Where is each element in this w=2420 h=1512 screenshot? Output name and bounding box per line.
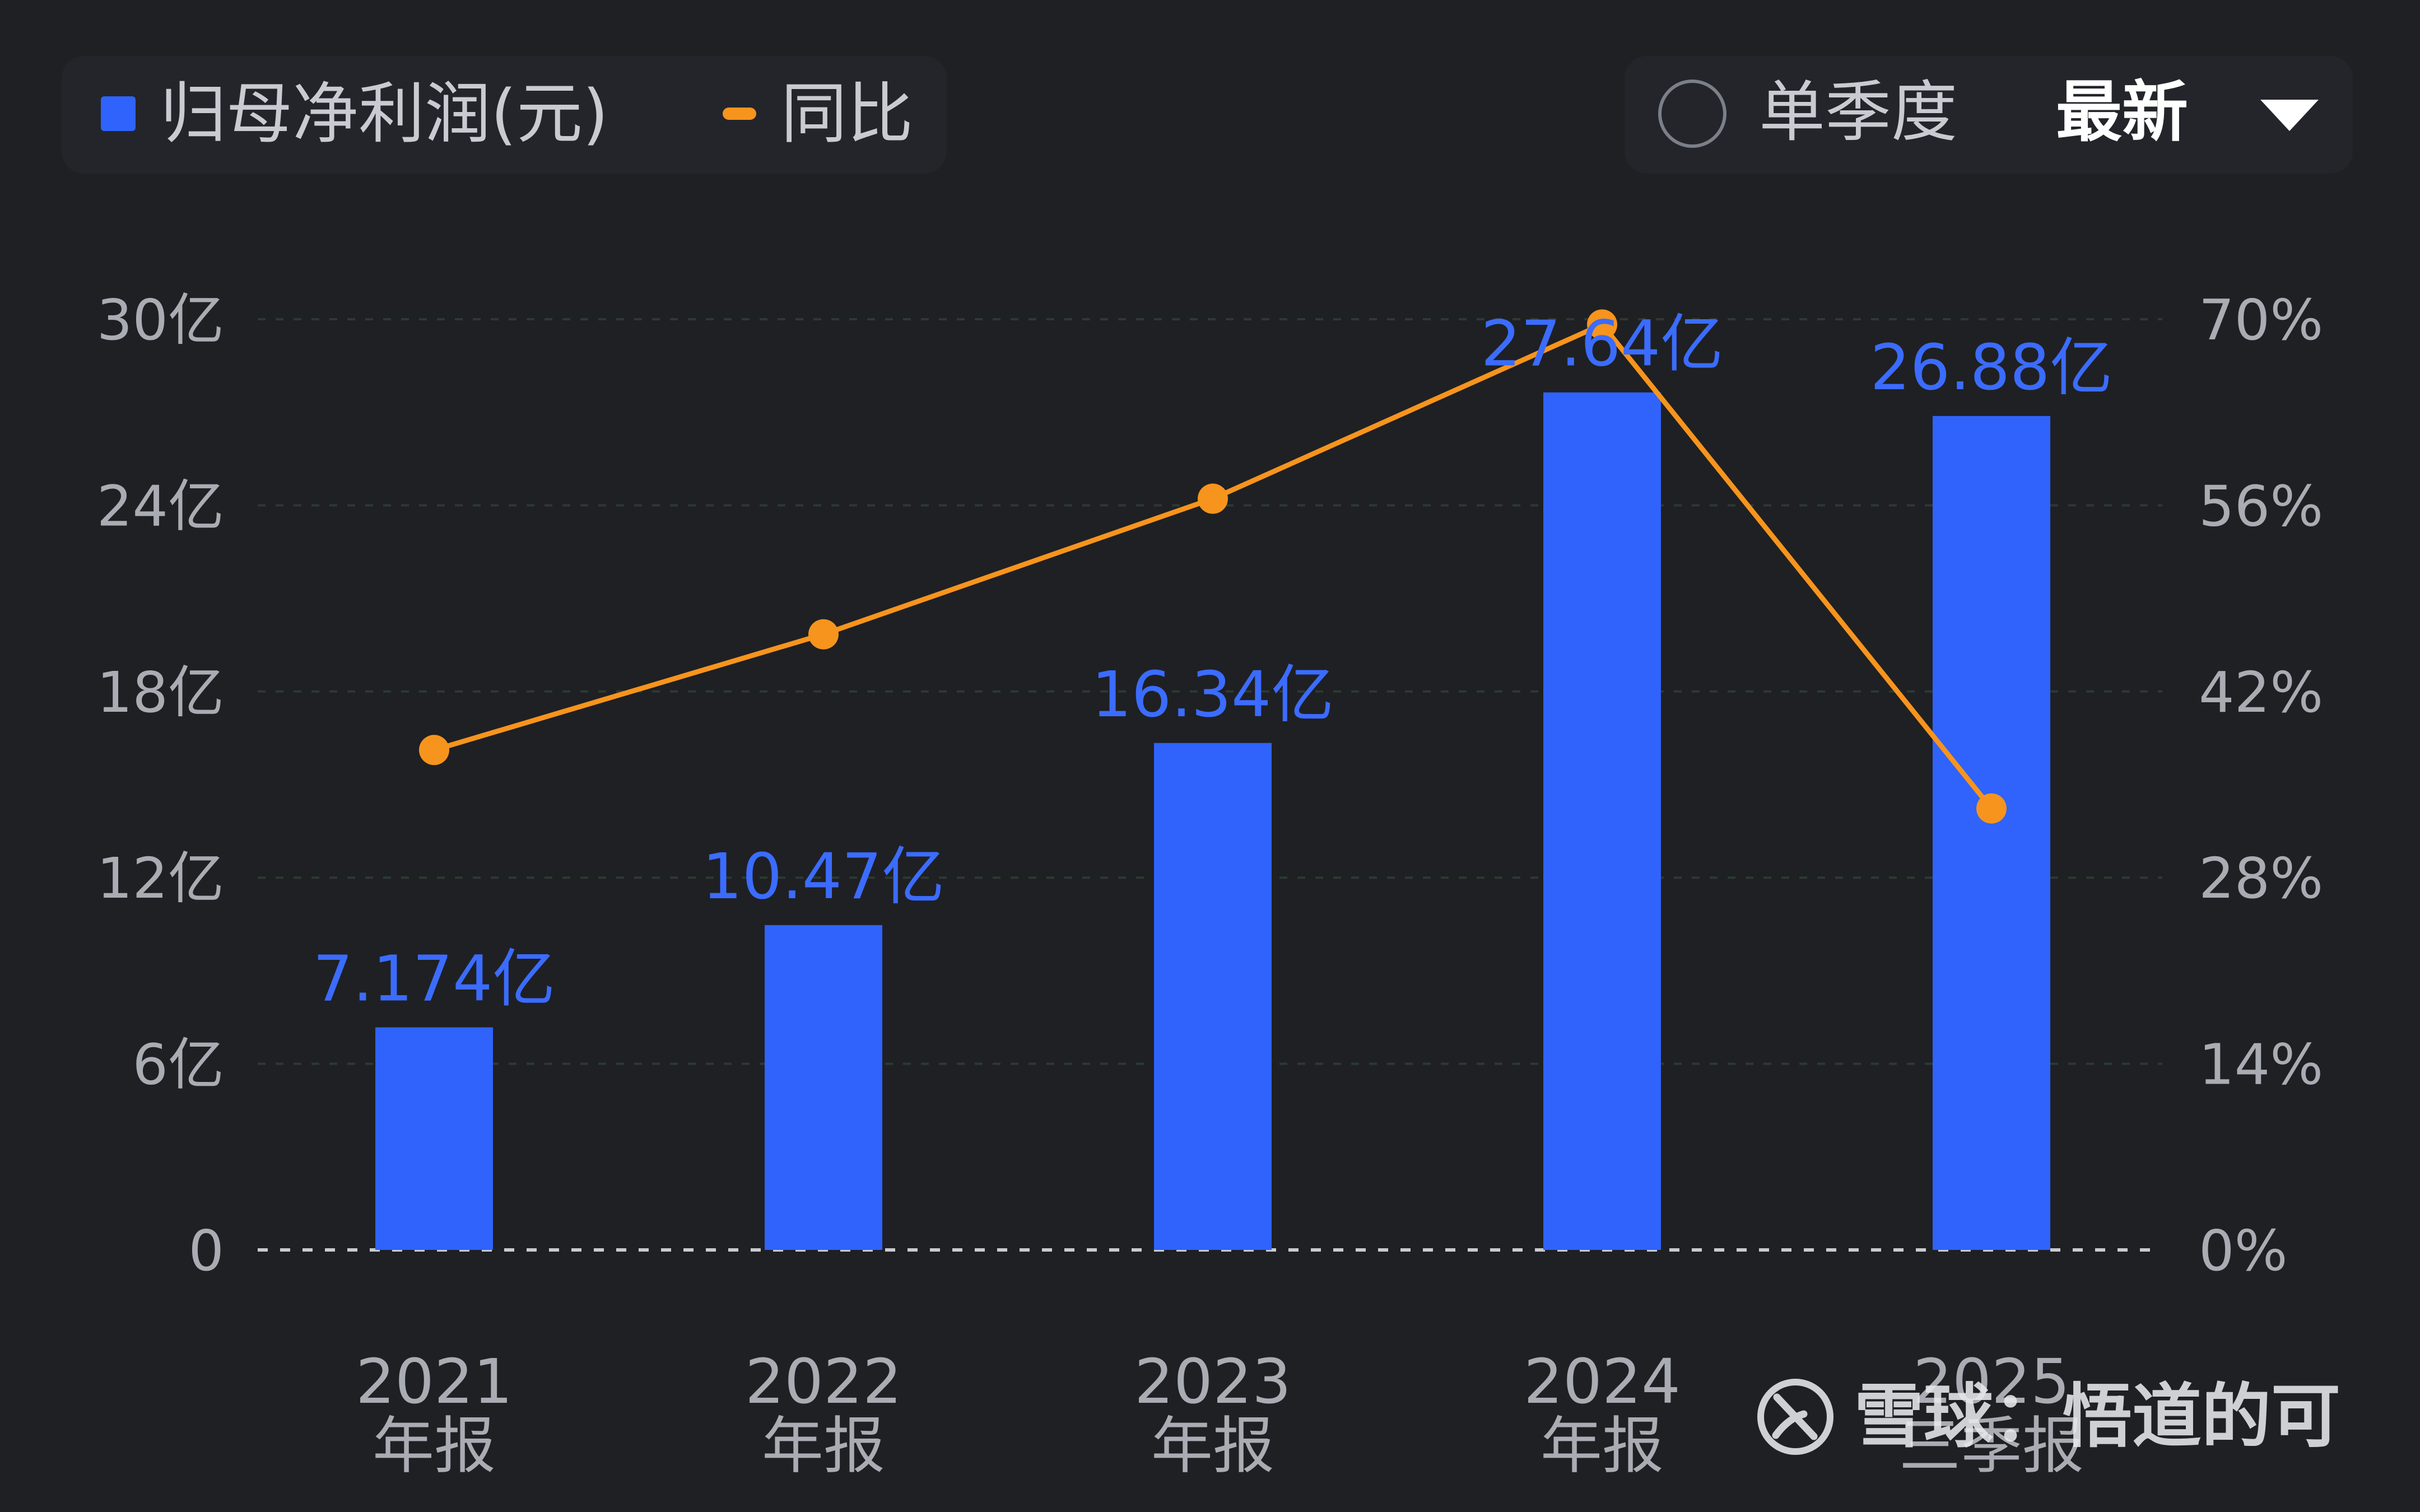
snowball-logo-icon (1757, 1379, 1833, 1455)
right-axis-tick-label: 56% (2199, 473, 2323, 539)
yoy-point (1198, 483, 1228, 514)
watermark-text: 雪球：悟道的可 (1854, 1376, 2341, 1457)
right-axis-tick-label: 42% (2199, 660, 2323, 725)
yoy-point (1976, 793, 2007, 824)
category-year-label: 2022 (745, 1346, 902, 1417)
category-report-label: 三季报 (1899, 1410, 2084, 1482)
yoy-line (419, 309, 2007, 824)
bar (375, 1027, 493, 1250)
yoy-point (419, 735, 449, 766)
data-labels: 7.174亿 10.47亿 16.34亿 27.64亿 26.88亿 (313, 308, 2113, 1016)
bar (1543, 392, 1661, 1250)
category-report-label: 年报 (1541, 1410, 1664, 1482)
bar-value-label: 7.174亿 (313, 943, 556, 1016)
legend (62, 56, 947, 174)
right-axis-tick-label: 28% (2199, 846, 2323, 911)
dropdown-arrow-icon[interactable] (2260, 100, 2319, 131)
bars (375, 392, 2050, 1250)
category-year-label: 2023 (1134, 1346, 1291, 1417)
left-axis-tick-label: 24亿 (97, 473, 224, 539)
yoy-line-path (433, 321, 1994, 810)
bar (1154, 743, 1272, 1250)
chart-controls (1625, 56, 2353, 174)
watermark: 雪球：悟道的可 (1753, 1375, 2340, 1459)
legend-yoy-label: 同比 (781, 75, 914, 152)
left-axis-tick-label: 18亿 (97, 660, 224, 725)
bar-value-label: 10.47亿 (702, 841, 945, 913)
category-year-label: 2024 (1524, 1346, 1681, 1417)
yoy-swatch (723, 108, 756, 120)
right-axis-tick-label: 0% (2199, 1218, 2288, 1284)
category-report-label: 年报 (762, 1410, 885, 1482)
right-axis-tick-label: 70% (2199, 287, 2323, 353)
left-axis-tick-label: 6亿 (132, 1032, 224, 1098)
net-profit-swatch (101, 96, 136, 131)
left-axis-tick-label: 12亿 (97, 846, 224, 911)
bar-value-label: 26.88亿 (1870, 332, 2113, 404)
legend-item-net-profit[interactable]: 归母净利润(元) (101, 77, 608, 150)
category-report-label: 年报 (373, 1410, 496, 1482)
left-axis-tick-label: 30亿 (97, 287, 224, 353)
right-axis: 0% 14% 28% 42% 56% 70% (2199, 287, 2323, 1284)
left-axis-tick-label: 0 (188, 1218, 224, 1284)
latest-select[interactable]: 最新 (2056, 73, 2189, 151)
legend-item-yoy[interactable]: 同比 (723, 77, 913, 150)
category-year-label: 2025 (1913, 1346, 2070, 1417)
single-quarter-radio[interactable] (1658, 80, 1726, 148)
bar-value-label: 27.64亿 (1481, 308, 1724, 381)
category-report-label: 年报 (1151, 1410, 1274, 1482)
single-quarter-label[interactable]: 单季度 (1759, 73, 1958, 151)
bar (765, 925, 882, 1250)
legend-net-profit-label: 归母净利润(元) (160, 75, 609, 152)
left-axis: 0 6亿 12亿 18亿 24亿 30亿 (97, 287, 224, 1284)
yoy-point (808, 619, 839, 650)
yoy-point (1587, 309, 1617, 340)
category-year-label: 2021 (356, 1346, 513, 1417)
bar-value-label: 16.34亿 (1092, 659, 1334, 731)
right-axis-tick-label: 14% (2199, 1032, 2323, 1098)
bar (1933, 416, 2050, 1250)
